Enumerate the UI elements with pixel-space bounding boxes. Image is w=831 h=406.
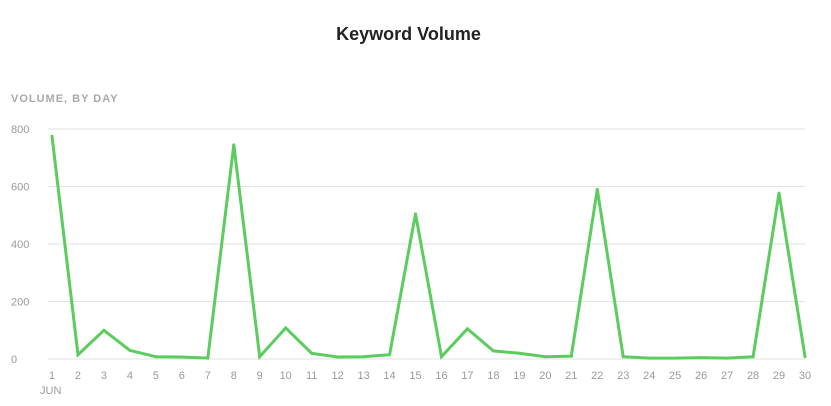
x-tick-label: 24 (643, 370, 655, 382)
data-point (803, 355, 807, 359)
data-point (50, 134, 54, 138)
x-month-label: JUN (40, 385, 61, 397)
data-point (751, 355, 755, 359)
chart-subtitle: VOLUME, BY DAY (11, 93, 119, 105)
data-point (439, 355, 443, 359)
data-point (180, 355, 184, 359)
x-tick-label: 10 (280, 370, 292, 382)
data-point (647, 356, 651, 360)
data-point (310, 351, 314, 355)
y-tick-label: 600 (11, 182, 29, 194)
data-point (491, 349, 495, 353)
x-tick-label: 13 (357, 370, 369, 382)
x-tick-label: 16 (435, 370, 447, 382)
x-tick-label: 15 (409, 370, 421, 382)
x-tick-label: 27 (721, 370, 733, 382)
data-point (154, 355, 158, 359)
series-layer (50, 134, 807, 361)
x-tick-label: 18 (487, 370, 499, 382)
data-point (284, 326, 288, 330)
y-axis-ticks: 0 200 400 600 800 (11, 124, 29, 366)
x-tick-label: 17 (461, 370, 473, 382)
y-tick-label: 400 (11, 239, 29, 251)
x-tick-label: 22 (591, 370, 603, 382)
data-point (102, 328, 106, 332)
x-tick-label: 9 (257, 370, 263, 382)
x-tick-label: 30 (799, 370, 811, 382)
data-point (777, 191, 781, 195)
x-tick-label: 4 (127, 370, 133, 382)
series-line (50, 136, 807, 361)
x-tick-label: 1 (49, 370, 55, 382)
x-tick-label: 20 (539, 370, 551, 382)
x-tick-label: 29 (773, 370, 785, 382)
data-point (206, 356, 210, 360)
x-tick-label: 25 (669, 370, 681, 382)
data-point (517, 351, 521, 355)
x-tick-label: 6 (179, 370, 185, 382)
data-point (595, 187, 599, 191)
data-point (76, 353, 80, 357)
grid-lines (48, 128, 805, 360)
x-tick-label: 19 (513, 370, 525, 382)
data-point (414, 212, 418, 216)
x-axis-ticks: 1 2 3 4 5 6 7 8 9 10 11 12 13 14 15 16 17 18 19 20 21 22 23 24 2… (40, 370, 811, 397)
x-tick-label: 21 (565, 370, 577, 382)
x-tick-label: 7 (205, 370, 211, 382)
data-point (725, 356, 729, 360)
data-point (699, 356, 703, 360)
data-point (362, 355, 366, 359)
y-tick-label: 0 (11, 354, 17, 366)
y-tick-label: 800 (11, 124, 29, 136)
x-tick-label: 14 (383, 370, 395, 382)
x-tick-label: 8 (231, 370, 237, 382)
x-tick-label: 26 (695, 370, 707, 382)
x-tick-label: 11 (306, 370, 317, 382)
data-point (336, 355, 340, 359)
x-tick-label: 2 (75, 370, 81, 382)
x-tick-label: 23 (617, 370, 629, 382)
x-tick-label: 3 (101, 370, 107, 382)
data-point (258, 355, 262, 359)
y-tick-label: 200 (11, 297, 29, 309)
data-point (232, 143, 236, 147)
chart-title: Keyword Volume (336, 24, 481, 44)
x-tick-label: 12 (331, 370, 343, 382)
data-point (465, 327, 469, 331)
x-tick-label: 5 (153, 370, 159, 382)
data-point (388, 353, 392, 357)
data-point (543, 355, 547, 359)
data-point (621, 355, 625, 359)
data-point (569, 354, 573, 358)
data-point (673, 356, 677, 360)
data-point (128, 348, 132, 352)
x-tick-label: 28 (747, 370, 759, 382)
